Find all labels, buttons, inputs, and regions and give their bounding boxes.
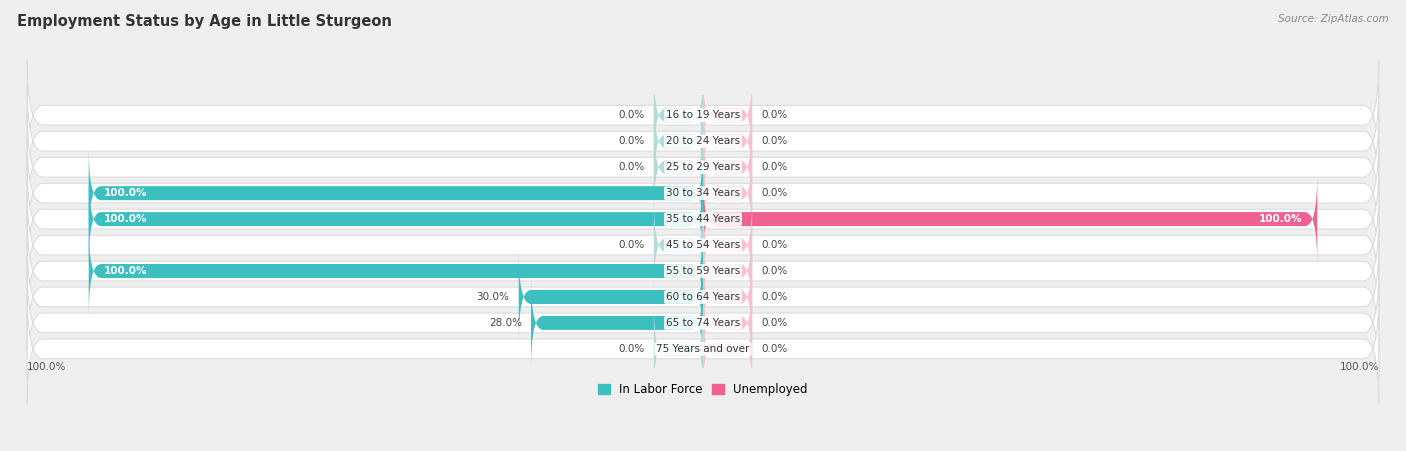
FancyBboxPatch shape [703, 70, 752, 160]
Text: 0.0%: 0.0% [619, 110, 644, 120]
Text: 20 to 24 Years: 20 to 24 Years [666, 136, 740, 146]
Text: 0.0%: 0.0% [762, 266, 787, 276]
Text: 75 Years and over: 75 Years and over [657, 344, 749, 354]
FancyBboxPatch shape [703, 200, 752, 290]
Text: 0.0%: 0.0% [762, 344, 787, 354]
FancyBboxPatch shape [531, 278, 703, 368]
FancyBboxPatch shape [27, 138, 1379, 248]
Text: 28.0%: 28.0% [489, 318, 522, 328]
Text: Source: ZipAtlas.com: Source: ZipAtlas.com [1278, 14, 1389, 23]
FancyBboxPatch shape [654, 122, 703, 212]
FancyBboxPatch shape [654, 304, 703, 394]
Text: 100.0%: 100.0% [104, 188, 148, 198]
Text: Employment Status by Age in Little Sturgeon: Employment Status by Age in Little Sturg… [17, 14, 392, 28]
FancyBboxPatch shape [27, 86, 1379, 196]
Text: 100.0%: 100.0% [27, 362, 66, 372]
FancyBboxPatch shape [654, 97, 703, 186]
Text: 0.0%: 0.0% [619, 240, 644, 250]
FancyBboxPatch shape [27, 268, 1379, 378]
Text: 100.0%: 100.0% [1258, 214, 1302, 224]
Text: 55 to 59 Years: 55 to 59 Years [666, 266, 740, 276]
Text: 0.0%: 0.0% [619, 136, 644, 146]
FancyBboxPatch shape [703, 304, 752, 394]
FancyBboxPatch shape [703, 252, 752, 342]
FancyBboxPatch shape [27, 242, 1379, 352]
FancyBboxPatch shape [89, 174, 703, 264]
Text: 45 to 54 Years: 45 to 54 Years [666, 240, 740, 250]
FancyBboxPatch shape [703, 174, 1317, 264]
FancyBboxPatch shape [519, 252, 703, 342]
FancyBboxPatch shape [89, 148, 703, 238]
Text: 100.0%: 100.0% [104, 266, 148, 276]
Text: 0.0%: 0.0% [619, 162, 644, 172]
FancyBboxPatch shape [703, 226, 752, 316]
Text: 0.0%: 0.0% [619, 344, 644, 354]
Text: 25 to 29 Years: 25 to 29 Years [666, 162, 740, 172]
Text: 0.0%: 0.0% [762, 110, 787, 120]
FancyBboxPatch shape [654, 70, 703, 160]
Text: 16 to 19 Years: 16 to 19 Years [666, 110, 740, 120]
FancyBboxPatch shape [27, 112, 1379, 222]
Text: 0.0%: 0.0% [762, 240, 787, 250]
FancyBboxPatch shape [703, 278, 752, 368]
Text: 0.0%: 0.0% [762, 318, 787, 328]
Text: 0.0%: 0.0% [762, 162, 787, 172]
Text: 30.0%: 30.0% [477, 292, 509, 302]
FancyBboxPatch shape [703, 97, 752, 186]
FancyBboxPatch shape [27, 216, 1379, 326]
FancyBboxPatch shape [27, 60, 1379, 170]
FancyBboxPatch shape [27, 294, 1379, 404]
Text: 0.0%: 0.0% [762, 292, 787, 302]
Text: 35 to 44 Years: 35 to 44 Years [666, 214, 740, 224]
Text: 0.0%: 0.0% [762, 188, 787, 198]
Text: 100.0%: 100.0% [1340, 362, 1379, 372]
FancyBboxPatch shape [27, 190, 1379, 300]
Legend: In Labor Force, Unemployed: In Labor Force, Unemployed [593, 378, 813, 401]
FancyBboxPatch shape [703, 122, 752, 212]
Text: 60 to 64 Years: 60 to 64 Years [666, 292, 740, 302]
FancyBboxPatch shape [654, 200, 703, 290]
Text: 30 to 34 Years: 30 to 34 Years [666, 188, 740, 198]
FancyBboxPatch shape [89, 226, 703, 316]
FancyBboxPatch shape [27, 164, 1379, 274]
Text: 0.0%: 0.0% [762, 136, 787, 146]
Text: 65 to 74 Years: 65 to 74 Years [666, 318, 740, 328]
FancyBboxPatch shape [703, 148, 752, 238]
Text: 100.0%: 100.0% [104, 214, 148, 224]
